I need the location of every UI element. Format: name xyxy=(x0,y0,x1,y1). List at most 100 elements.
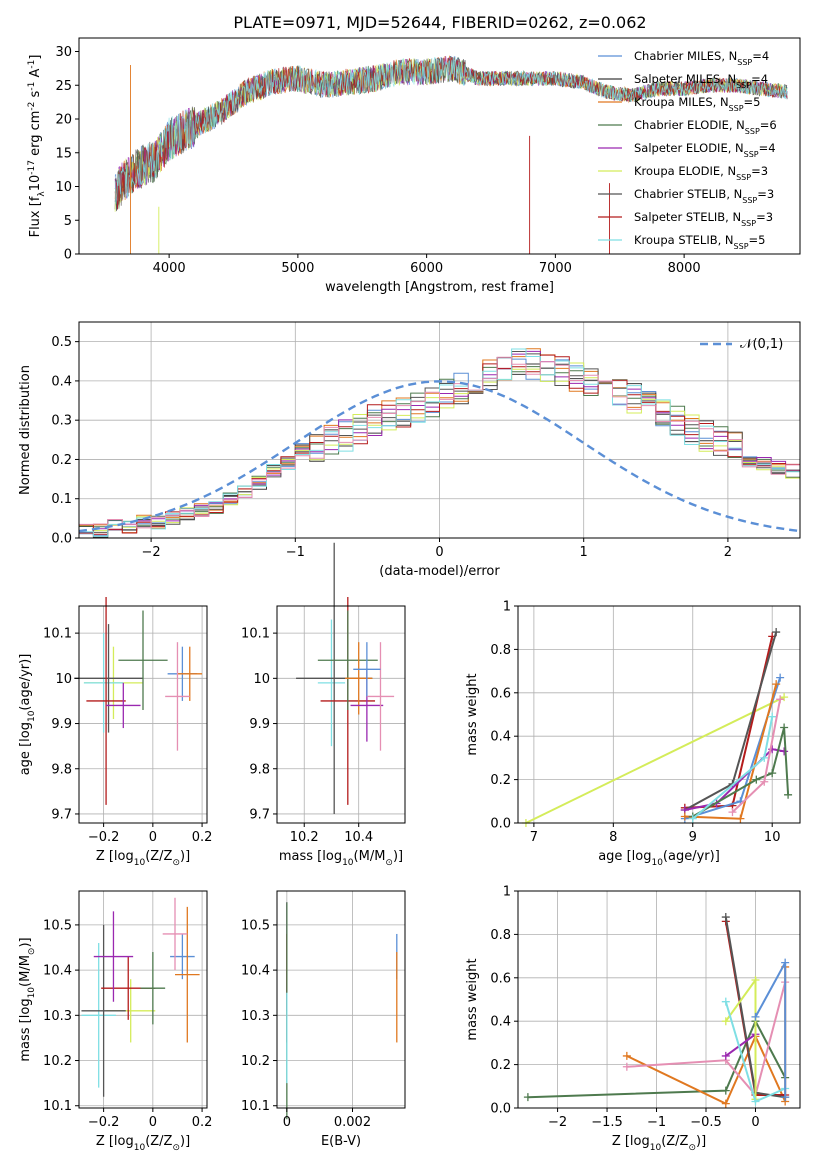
legend-entry: Salpeter STELIB, NSSP=3 xyxy=(634,210,773,228)
series-line xyxy=(725,1033,757,1057)
legend-sub: SSP xyxy=(736,81,751,90)
label-fragment: 10 xyxy=(650,1143,662,1153)
x-tick-label: 8000 xyxy=(668,261,701,276)
y-tick-label: 0.4 xyxy=(490,730,511,745)
series-marker xyxy=(784,790,793,799)
y-tick-label: 10 xyxy=(55,180,72,195)
y-tick-label: 9.8 xyxy=(51,762,72,777)
y-axis-label: mass weight xyxy=(465,673,480,755)
series-marker xyxy=(776,695,785,704)
x-tick-label: 10.2 xyxy=(290,830,319,845)
y-tick-label: 0.3 xyxy=(51,414,72,429)
legend-text: Salpeter ELODIE, N xyxy=(634,141,744,155)
legend-tail: =5 xyxy=(744,95,761,109)
series-marker xyxy=(760,777,769,786)
label-fragment: age [log xyxy=(598,849,651,864)
label-fragment: s xyxy=(28,90,43,101)
histogram-step xyxy=(79,356,801,529)
label-fragment: )] xyxy=(18,937,33,947)
x-tick-label: 0 xyxy=(149,1115,157,1130)
legend-tail: =6 xyxy=(760,118,777,132)
series-line xyxy=(684,636,774,809)
series-marker xyxy=(751,1097,760,1106)
legend-tail: =4 xyxy=(752,49,769,63)
x-tick-label: −1 xyxy=(647,1115,666,1130)
legend-entry: Chabrier MILES, NSSP=4 xyxy=(634,49,769,67)
series-marker xyxy=(622,1062,631,1071)
label-fragment: -17 xyxy=(27,160,37,175)
legend-sub: SSP xyxy=(734,242,749,251)
y-tick-label: 0.4 xyxy=(490,1015,511,1030)
series-marker xyxy=(721,997,730,1006)
axes-frame xyxy=(517,890,801,1109)
x-axis-label: Z [log10(Z/Z⊙)] xyxy=(96,1134,190,1153)
y-tick-label: 10.1 xyxy=(241,627,270,642)
legend-tail: =5 xyxy=(749,233,766,247)
y-tick-label: 10.1 xyxy=(241,1099,270,1114)
label-fragment: Normed distribution xyxy=(18,365,33,495)
y-axis-label: mass [log10(M/M⊙)] xyxy=(18,937,37,1061)
label-fragment: wavelength [Angstrom, rest frame] xyxy=(325,280,554,295)
x-tick-label: −2 xyxy=(548,1115,567,1130)
y-tick-label: 0.8 xyxy=(490,928,511,943)
y-tick-label: 0.6 xyxy=(490,971,511,986)
series-marker xyxy=(772,680,781,689)
y-tick-label: 10.3 xyxy=(43,1009,72,1024)
series-marker xyxy=(721,1017,730,1026)
legend-tail: =3 xyxy=(757,187,774,201)
label-fragment: (age/yr)] xyxy=(663,849,720,864)
y-tick-label: 20 xyxy=(55,113,72,128)
label-fragment: (Z/Z xyxy=(661,1134,688,1149)
label-fragment: -2 xyxy=(27,102,37,111)
legend-entry: Chabrier ELODIE, NSSP=6 xyxy=(634,118,777,136)
label-fragment: Z [log xyxy=(96,849,134,864)
legend-text: Kroupa MILES, N xyxy=(634,95,729,109)
axes-frame xyxy=(276,890,406,1109)
x-tick-label: 0 xyxy=(435,545,443,560)
x-axis-label: Z [log10(Z/Z⊙)] xyxy=(96,849,190,868)
legend-tail: =3 xyxy=(756,210,773,224)
label-fragment: 10 xyxy=(651,858,663,868)
label-fragment: (data-model)/error xyxy=(379,564,500,579)
x-tick-label: 6000 xyxy=(410,261,443,276)
series-marker xyxy=(622,1051,631,1060)
y-tick-label: 1 xyxy=(503,885,511,900)
series-marker xyxy=(780,747,789,756)
label-fragment: A xyxy=(28,69,43,82)
series-marker xyxy=(751,975,760,984)
x-tick-label: 9 xyxy=(689,830,697,845)
x-tick-label: 0.002 xyxy=(334,1115,371,1130)
axes-frame xyxy=(78,37,801,255)
x-axis-label: E(B-V) xyxy=(321,1134,361,1149)
y-tick-label: 10 xyxy=(253,672,270,687)
legend-entry: Kroupa MILES, NSSP=5 xyxy=(634,95,760,113)
legend-text: Kroupa ELODIE, N xyxy=(634,164,736,178)
y-tick-label: 10.1 xyxy=(43,1099,72,1114)
legend-entry: Chabrier STELIB, NSSP=3 xyxy=(634,187,774,205)
label-fragment: erg cm xyxy=(28,111,43,160)
legend-sub: SSP xyxy=(745,127,760,136)
y-tick-label: 0.2 xyxy=(51,453,72,468)
label-fragment: (Z/Z xyxy=(145,1134,172,1149)
legend-entry: Kroupa ELODIE, NSSP=3 xyxy=(634,164,768,182)
spectrum-line xyxy=(114,56,788,210)
label-fragment: (age/yr)] xyxy=(18,654,33,711)
series-line xyxy=(525,696,785,824)
spectrum-line xyxy=(114,57,788,212)
label-fragment: Z [log xyxy=(612,1134,650,1149)
series-marker xyxy=(523,1093,532,1102)
chart-panels: 4000 5000 6000 7000 8000051015202530waveleng… xyxy=(18,37,801,1153)
series-line xyxy=(527,1018,787,1099)
y-tick-label: 10.5 xyxy=(43,918,72,933)
x-tick-label: 2 xyxy=(724,545,732,560)
x-tick-label: −2 xyxy=(142,545,161,560)
series-marker xyxy=(721,1086,730,1095)
legend-sub: SSP xyxy=(737,58,752,67)
x-tick-label: 7 xyxy=(530,830,538,845)
label-fragment: 10 xyxy=(27,987,37,999)
histogram-step xyxy=(79,348,801,537)
label-fragment: λ xyxy=(37,191,47,197)
chart-spectrum: 4000 5000 6000 7000 8000 0 5 10 15 20 25 30 waveleng… xyxy=(27,37,801,295)
